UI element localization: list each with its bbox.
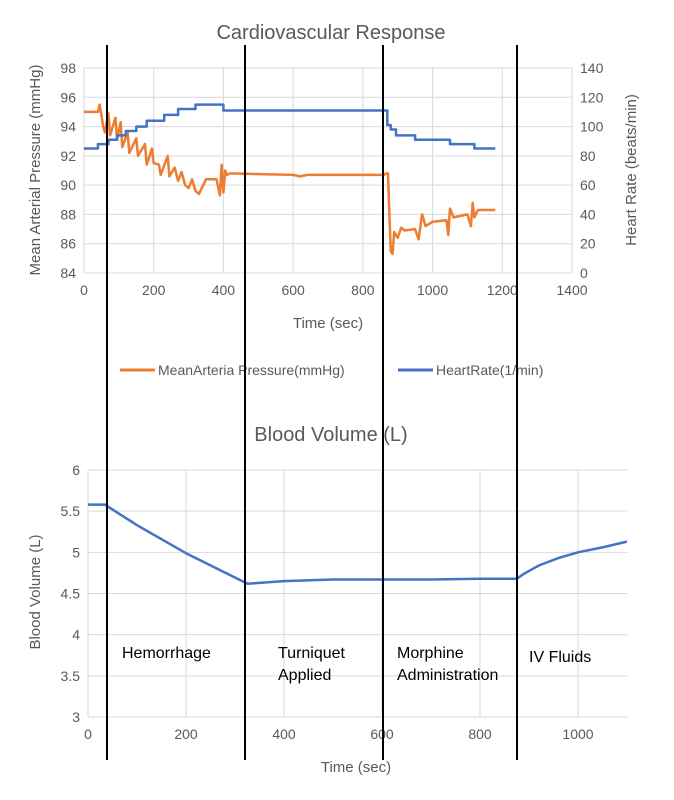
- y-tick-label: 94: [60, 119, 76, 135]
- y-tick-label: 6: [72, 462, 80, 478]
- x-tick-label: 0: [84, 726, 92, 742]
- y-tick-label: 4.5: [61, 586, 81, 602]
- y-tick-label: 3.5: [61, 668, 81, 684]
- y-axis-label: Mean Arterial Pressure (mmHg): [27, 65, 44, 276]
- phase-dividers: [106, 45, 518, 760]
- blood-volume-chart: Blood Volume (L) Time (sec) Blood Volume…: [27, 424, 628, 776]
- y-axis-label: Blood Volume (L): [27, 534, 44, 649]
- chart-title: Blood Volume (L): [254, 424, 407, 446]
- y-tick-label: 96: [60, 89, 76, 105]
- y-tick-label: 5.5: [61, 503, 81, 519]
- y2-tick-label: 20: [580, 236, 596, 252]
- x-tick-label: 200: [174, 726, 198, 742]
- y-tick-label: 4: [72, 627, 80, 643]
- legend-label-hr: HeartRate(1/min): [436, 362, 543, 378]
- phase-label-administration: Administration: [397, 667, 498, 684]
- x-tick-label: 0: [80, 282, 88, 298]
- phase-label-applied: Applied: [278, 667, 331, 684]
- cardiovascular-chart: Cardiovascular Response Time (sec) Mean …: [27, 22, 640, 378]
- y-tick-label: 86: [60, 236, 76, 252]
- x-axis-label: Time (sec): [321, 759, 391, 776]
- legend-label-map: MeanArteria Pressure(mmHg): [158, 362, 345, 378]
- y2-tick-label: 0: [580, 265, 588, 281]
- chart-title: Cardiovascular Response: [216, 22, 445, 44]
- y2-tick-label: 120: [580, 89, 604, 105]
- y-tick-label: 98: [60, 60, 76, 76]
- x-tick-label: 600: [281, 282, 305, 298]
- y-tick-label: 5: [72, 544, 80, 560]
- x-tick-label: 400: [212, 282, 236, 298]
- x-axis-label: Time (sec): [293, 315, 363, 332]
- phase-label-iv-fluids: IV Fluids: [529, 649, 591, 666]
- y2-axis-label: Heart Rate (beats/min): [623, 94, 640, 246]
- y2-tick-label: 40: [580, 206, 596, 222]
- y2-tick-label: 80: [580, 148, 596, 164]
- y2-tick-label: 60: [580, 177, 596, 193]
- x-tick-label: 1000: [417, 282, 448, 298]
- x-tick-label: 800: [468, 726, 492, 742]
- phase-label-turniquet: Turniquet: [278, 645, 346, 662]
- y-tick-label: 3: [72, 709, 80, 725]
- series-line-heartratemin: [84, 103, 496, 150]
- x-tick-label: 1000: [562, 726, 593, 742]
- series-line-meanarteriapressuremmhg: [84, 103, 496, 256]
- y-tick-label: 90: [60, 177, 76, 193]
- x-tick-label: 200: [142, 282, 166, 298]
- y2-tick-label: 140: [580, 60, 604, 76]
- y-tick-label: 88: [60, 206, 76, 222]
- phase-label-hemorrhage: Hemorrhage: [122, 645, 211, 662]
- series-line-blood-volume: [88, 503, 628, 585]
- y-tick-label: 92: [60, 148, 76, 164]
- y2-tick-label: 100: [580, 119, 604, 135]
- x-tick-label: 1200: [487, 282, 518, 298]
- x-tick-label: 400: [272, 726, 296, 742]
- phase-label-morphine: Morphine: [397, 645, 464, 662]
- x-tick-label: 800: [351, 282, 375, 298]
- y-tick-label: 84: [60, 265, 76, 281]
- x-tick-label: 1400: [556, 282, 587, 298]
